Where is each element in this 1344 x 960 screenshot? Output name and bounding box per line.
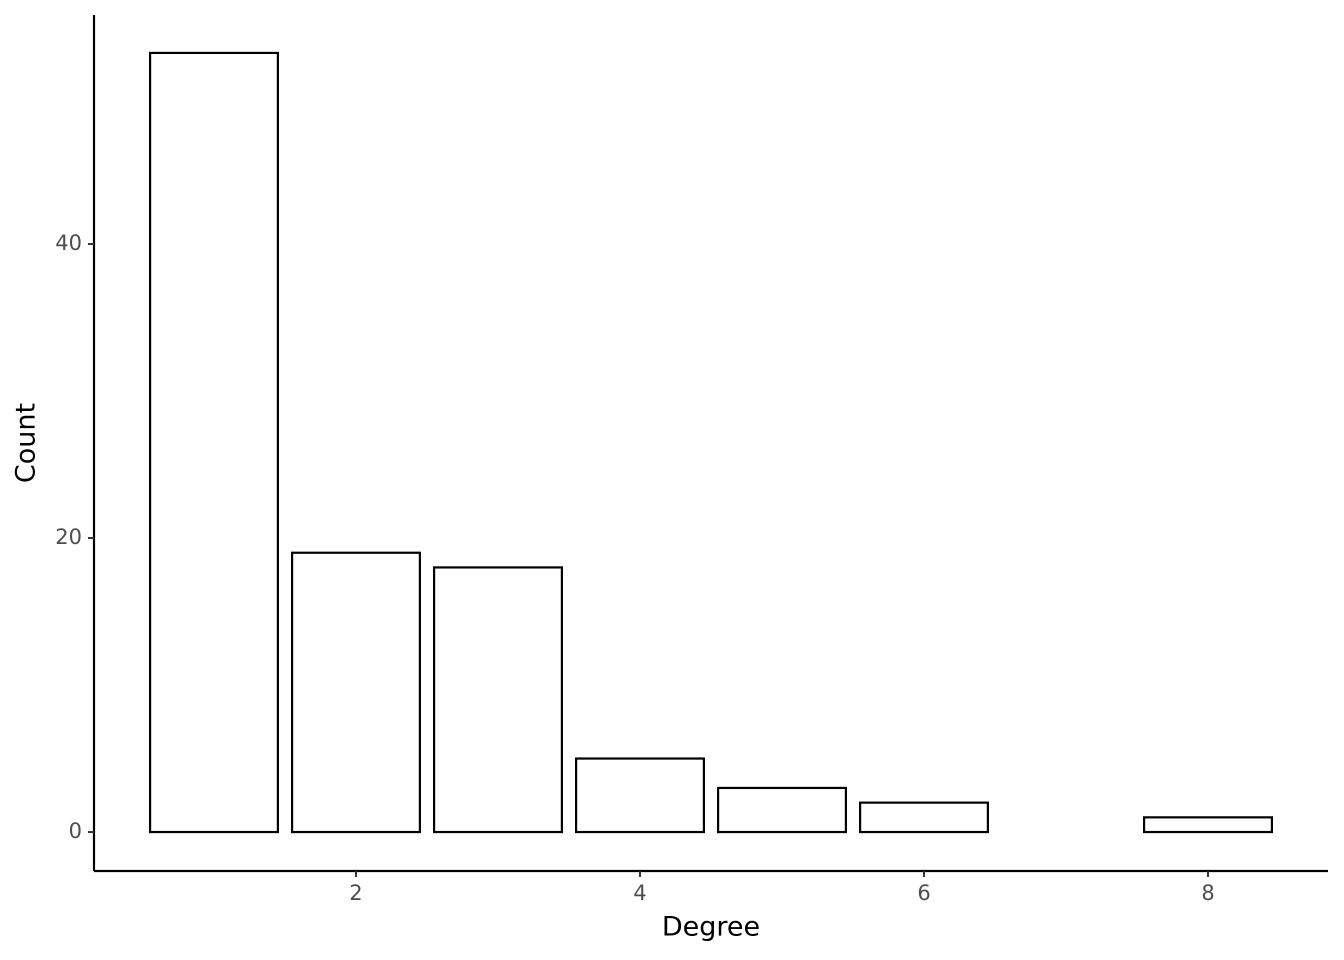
- y-tick-label: 40: [55, 231, 82, 255]
- x-tick-label: 2: [349, 881, 362, 905]
- bar: [1143, 816, 1274, 834]
- y-axis-title: Count: [11, 403, 42, 483]
- x-axis-title: Degree: [662, 912, 760, 943]
- bar: [432, 566, 563, 834]
- bar: [717, 786, 848, 834]
- x-tick-label: 4: [633, 881, 646, 905]
- x-tick-label: 8: [1201, 881, 1214, 905]
- bar: [290, 551, 421, 834]
- bar: [148, 51, 279, 834]
- x-tick-label: 6: [917, 881, 930, 905]
- bar: [859, 801, 990, 834]
- y-tick-label: 0: [69, 819, 82, 843]
- y-tick-label: 20: [55, 525, 82, 549]
- bar: [574, 757, 705, 834]
